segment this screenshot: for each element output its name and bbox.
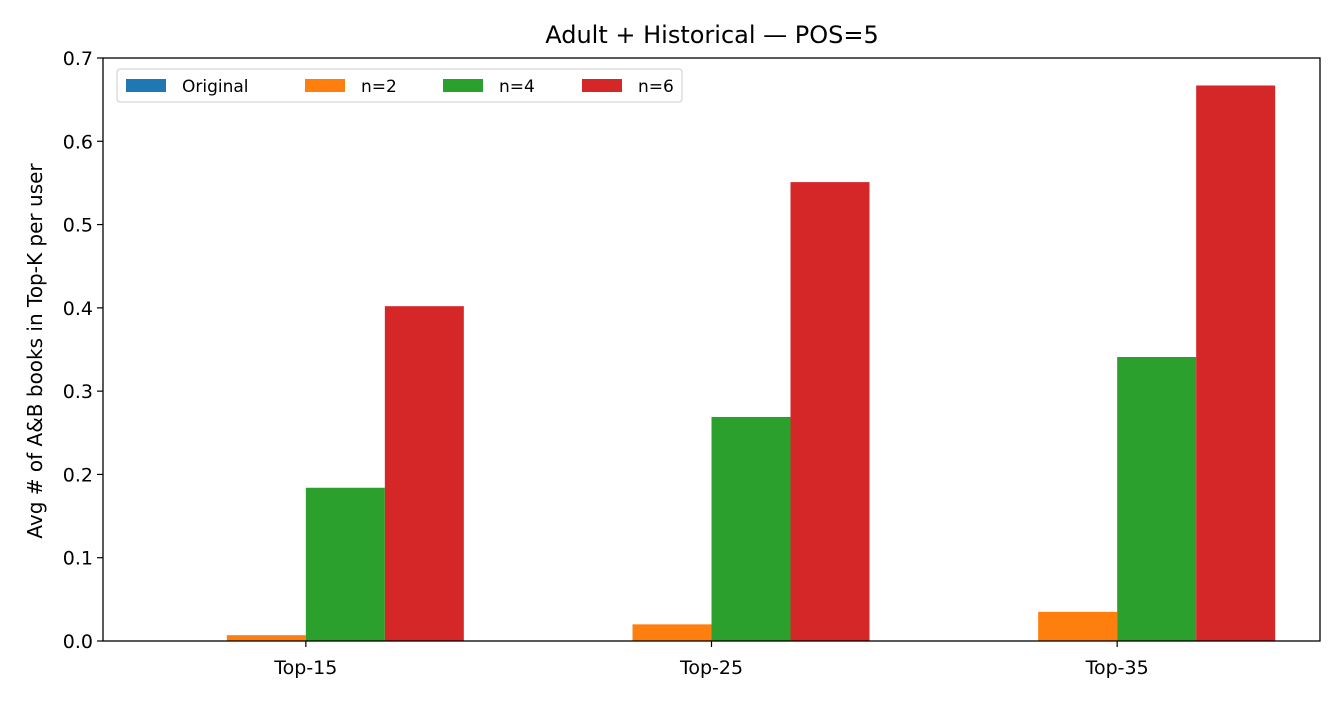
legend-box — [116, 68, 683, 103]
legend-swatch — [305, 79, 345, 92]
legend-label: n=2 — [361, 77, 397, 97]
y-tick-label: 0.3 — [63, 381, 93, 403]
chart-title: Adult + Historical — POS=5 — [545, 21, 879, 49]
y-tick-label: 0.7 — [63, 48, 93, 70]
legend-label: Original — [182, 77, 249, 97]
y-tick-label: 0.2 — [63, 464, 93, 486]
y-tick-label: 0.6 — [63, 131, 93, 153]
bar-n6-top-35 — [1196, 85, 1276, 642]
legend-swatch — [443, 79, 483, 92]
bar-n6-top-25 — [790, 182, 870, 642]
bar-n6-top-15 — [384, 306, 464, 641]
plot-frame — [102, 57, 1321, 642]
legend-swatch — [126, 79, 166, 92]
bar-n2-top-25 — [632, 624, 712, 641]
legend-label: n=4 — [499, 77, 535, 97]
y-axis: 0.0 0.1 0.2 0.3 0.4 0.5 0.6 0.7 — [63, 48, 103, 653]
bar-n4-top-15 — [305, 487, 385, 641]
x-tick-label: Top-15 — [273, 657, 337, 679]
x-axis: Top-15 Top-25 Top-35 — [273, 641, 1149, 679]
legend-label: n=6 — [638, 77, 674, 97]
y-tick-label: 0.0 — [63, 631, 93, 653]
x-tick-label: Top-25 — [679, 657, 743, 679]
bar-n2-top-15 — [226, 635, 306, 641]
bar-n4-top-35 — [1117, 356, 1197, 641]
bar-n4-top-25 — [711, 416, 791, 641]
y-axis-label: Avg # of A&B books in Top-K per user — [23, 163, 47, 539]
legend-swatch — [582, 79, 622, 92]
legend: Original n=2 n=4 n=6 — [116, 68, 683, 103]
x-tick-label: Top-35 — [1085, 657, 1149, 679]
y-tick-label: 0.5 — [63, 215, 93, 237]
bars — [226, 85, 1276, 642]
y-tick-label: 0.1 — [63, 548, 93, 570]
y-tick-label: 0.4 — [63, 298, 93, 320]
bar-n2-top-35 — [1038, 611, 1118, 641]
